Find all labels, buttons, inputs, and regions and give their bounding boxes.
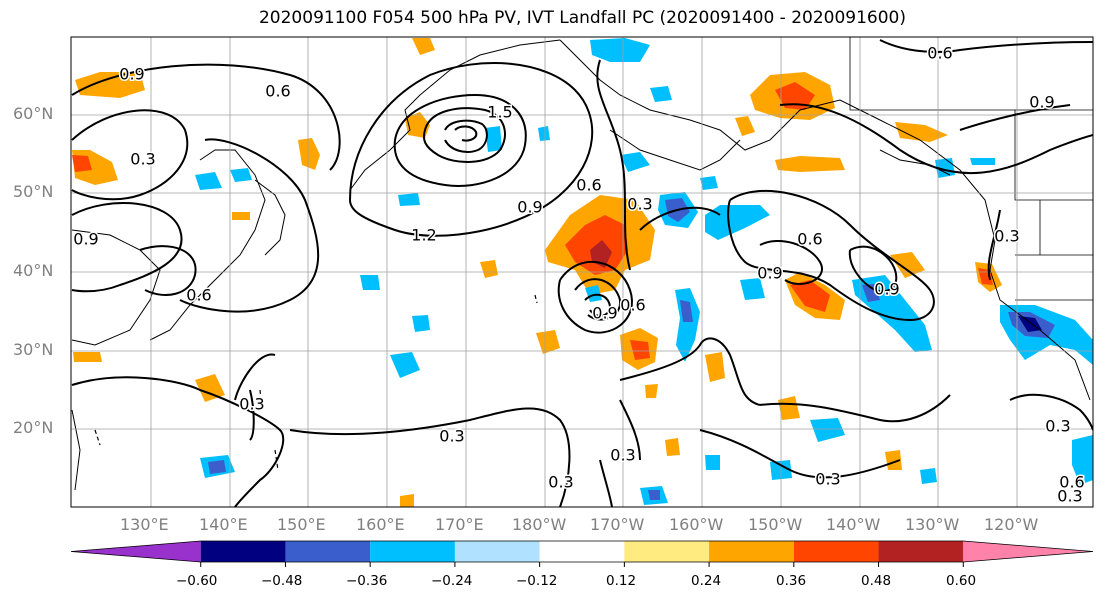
colorbar-tick-label: −0.48: [261, 573, 303, 589]
contour-label: 0.3: [1057, 487, 1082, 506]
colorbar-tick-label: −0.36: [346, 573, 388, 589]
contour-label: 1.2: [411, 226, 436, 245]
contour-label: 0.3: [627, 195, 652, 214]
lon-label-130e: 130°E: [120, 515, 169, 534]
lon-label-170w: 170°W: [590, 515, 645, 534]
gridlines: [71, 37, 1093, 507]
contour-label: 0.9: [874, 280, 899, 299]
colorbar-segment: [709, 541, 794, 562]
contour-label: 0.3: [130, 150, 155, 169]
colorbar-segment: [71, 541, 201, 562]
contour-label: 0.6: [265, 82, 290, 101]
contour-label: 0.6: [186, 286, 211, 305]
colorbar-segment: [878, 541, 964, 562]
lat-label-60n: 60°N: [13, 104, 54, 123]
lon-label-140w: 140°W: [826, 515, 881, 534]
contour-label: 0.3: [548, 473, 573, 492]
contour-label: 0.9: [1029, 93, 1054, 112]
contour-label: 0.3: [439, 427, 464, 446]
contour-label: 0.3: [1045, 417, 1070, 436]
lat-label-50n: 50°N: [13, 182, 54, 201]
contour-label: 0.3: [994, 227, 1019, 246]
lat-label-30n: 30°N: [13, 340, 54, 359]
contour-label: 0.9: [592, 304, 617, 323]
contour-label: 0.3: [815, 470, 840, 489]
colorbar-tick-label: 0.24: [691, 573, 722, 589]
shaded-anomalies: [72, 38, 1093, 507]
lon-label-160w: 160°W: [669, 515, 724, 534]
lon-label-170e: 170°E: [435, 515, 484, 534]
colorbar-tick-label: 0.12: [606, 573, 637, 589]
lon-label-180w: 180°W: [512, 515, 567, 534]
contour-label: 0.6: [797, 230, 822, 249]
colorbar-tick-label: 0.48: [861, 573, 892, 589]
pv-contours: [71, 39, 1093, 507]
dashed-contours: [94, 294, 538, 471]
colorbar-tick-label: −0.24: [431, 573, 473, 589]
colorbar-segment: [539, 541, 625, 562]
map-title: 2020091100 F054 500 hPa PV, IVT Landfall…: [258, 8, 906, 28]
colorbar-segment: [370, 541, 455, 562]
colorbar-segment: [963, 541, 1093, 562]
colorbar-segment: [285, 541, 371, 562]
colorbar-segment: [624, 541, 710, 562]
colorbar-tick-label: 0.36: [776, 573, 807, 589]
colorbar-segment: [200, 541, 286, 562]
contour-label: 0.9: [73, 230, 98, 249]
contour-label: 0.6: [576, 176, 601, 195]
lat-label-20n: 20°N: [13, 418, 54, 437]
contour-label: 1.5: [487, 103, 512, 122]
borders: [849, 37, 1093, 301]
lat-label-40n: 40°N: [13, 261, 54, 280]
contour-label: 0.9: [119, 65, 144, 84]
map-content: 0.90.60.31.50.90.60.31.20.90.60.60.90.90…: [71, 37, 1093, 507]
colorbar-tick-label: 0.60: [946, 573, 977, 589]
colorbar-segment: [793, 541, 879, 562]
contour-label: 0.6: [927, 44, 952, 63]
lon-label-150e: 150°E: [277, 515, 326, 534]
colorbar-tick-label: −0.12: [516, 573, 558, 589]
colorbar-tick-label: −0.60: [176, 573, 218, 589]
map-frame: [70, 36, 1094, 508]
contour-label: 0.3: [610, 446, 635, 465]
coastlines: [71, 39, 1091, 491]
lon-label-120w: 120°W: [984, 515, 1039, 534]
lon-label-160e: 160°E: [356, 515, 405, 534]
contour-label: 0.3: [239, 395, 264, 414]
contour-label: 0.9: [517, 198, 542, 217]
contour-labels: 0.90.60.31.50.90.60.31.20.90.60.60.90.90…: [72, 42, 1086, 507]
contour-label: 0.9: [757, 264, 782, 283]
colorbar: [70, 540, 1094, 567]
contour-label: 0.6: [620, 296, 645, 315]
contour-label: 0.6: [1059, 473, 1084, 492]
lon-label-150w: 150°W: [748, 515, 803, 534]
lon-label-140e: 140°E: [199, 515, 248, 534]
colorbar-segment: [454, 541, 540, 562]
lon-label-130w: 130°W: [905, 515, 960, 534]
